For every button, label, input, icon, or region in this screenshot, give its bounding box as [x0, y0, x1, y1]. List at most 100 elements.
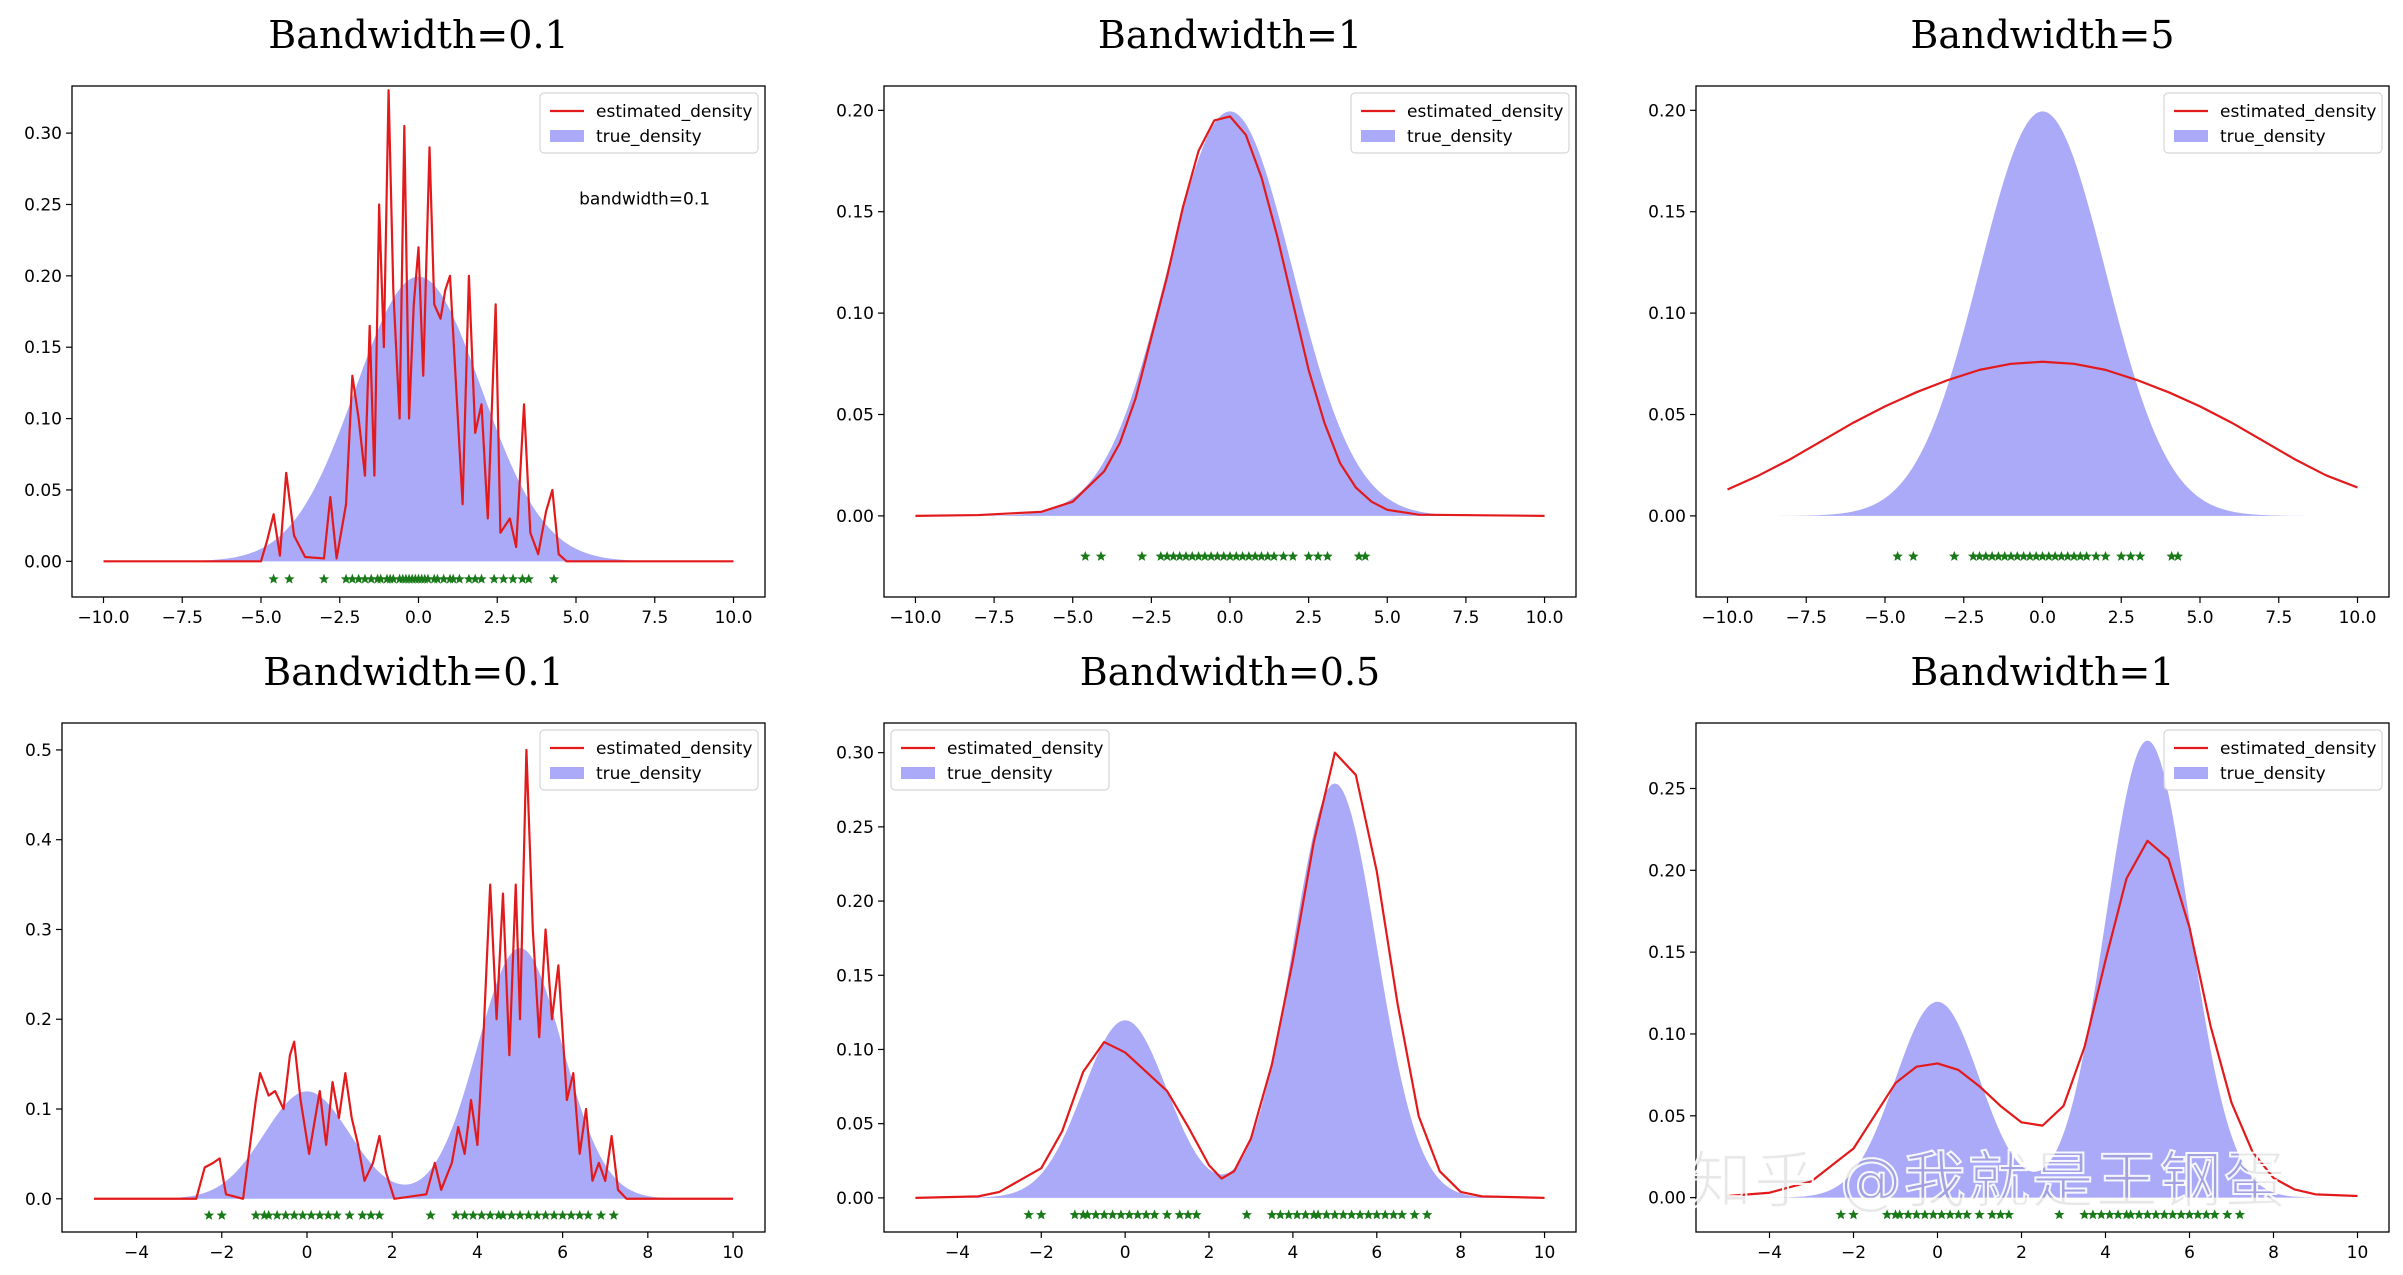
- sample-marker: [1312, 550, 1324, 561]
- sample-marker: [1835, 1209, 1847, 1220]
- y-tick-label: 0.15: [1648, 203, 1686, 223]
- sample-marker: [357, 1209, 368, 1220]
- sample-marker: [2125, 1209, 2136, 1220]
- legend: estimated_density true_density: [1350, 92, 1570, 154]
- x-tick-label: −10.0: [889, 608, 941, 628]
- y-tick-label: 0.20: [1648, 101, 1686, 121]
- sample-marker: [2049, 550, 2061, 561]
- sample-marker: [1396, 1209, 1408, 1220]
- sample-marker: [1266, 1209, 1278, 1220]
- sample-marker: [2090, 550, 2102, 561]
- sample-marker: [1986, 1209, 1998, 1220]
- x-tick-label: 10.0: [1526, 608, 1564, 628]
- sample-marker: [2030, 550, 2042, 561]
- x-tick-label: 8: [642, 1243, 653, 1263]
- sample-marker: [1949, 550, 1960, 561]
- x-tick-label: 10: [1534, 1243, 1556, 1263]
- sample-marker: [1205, 550, 1217, 561]
- sample-marker: [459, 1209, 470, 1220]
- true-density-area: [915, 783, 1545, 1198]
- sample-marker: [1212, 550, 1223, 561]
- y-tick-label: 0.15: [836, 203, 874, 223]
- sample-marker: [1894, 1209, 1905, 1220]
- x-tick-label: 2: [2016, 1243, 2027, 1263]
- sample-marker: [2096, 1209, 2107, 1220]
- sample-marker: [259, 1209, 270, 1220]
- x-tick-label: −2: [1029, 1243, 1054, 1263]
- sample-marker: [1354, 1209, 1366, 1220]
- sample-marker: [1300, 1209, 1311, 1220]
- legend-fill-swatch: [2174, 767, 2208, 779]
- sample-marker: [2222, 1209, 2233, 1220]
- sample-marker: [2142, 1209, 2153, 1220]
- x-tick-label: 6: [2184, 1243, 2195, 1263]
- sample-marker: [323, 1209, 334, 1220]
- x-tick-label: 7.5: [641, 608, 668, 628]
- sample-marker: [1218, 550, 1229, 561]
- sample-marker: [250, 1209, 262, 1220]
- sample-marker: [2209, 1209, 2220, 1220]
- sample-marker: [450, 1209, 462, 1220]
- estimated-density-line: [1727, 360, 2358, 491]
- estimated-density-line: [93, 748, 734, 1200]
- y-tick-label: 0.00: [836, 507, 874, 527]
- sample-marker: [1902, 1209, 1914, 1220]
- x-tick-label: 7.5: [2265, 608, 2292, 628]
- sample-marker: [1995, 1209, 2006, 1220]
- sample-marker: [268, 573, 279, 584]
- x-tick-label: −5.0: [1052, 608, 1093, 628]
- sample-marker: [497, 1209, 509, 1220]
- x-tick-label: 2.5: [2108, 608, 2135, 628]
- estimated-density-line: [915, 751, 1545, 1199]
- y-tick-label: 0.05: [1648, 406, 1686, 426]
- sample-marker: [523, 1209, 534, 1220]
- legend-label-true: true_density: [1407, 127, 1513, 147]
- sample-marker: [2054, 1209, 2065, 1220]
- sample-marker: [2167, 1209, 2178, 1220]
- sample-marker: [438, 573, 449, 584]
- sample-marker: [506, 1209, 517, 1220]
- sample-marker: [388, 573, 399, 584]
- sample-marker: [469, 573, 481, 584]
- legend: estimated_density true_density: [2163, 729, 2383, 791]
- x-tick-label: −2.5: [319, 608, 360, 628]
- y-tick-label: 0.1: [25, 1100, 52, 1120]
- sample-marker: [1409, 1209, 1420, 1220]
- chart-panel-4: Bandwidth=0.1 −4 −2 0 2 4 6 8 10 0.0 0.1 0.2 0.3 0.4 0…: [25, 650, 766, 1263]
- sample-marker: [2062, 550, 2073, 561]
- x-tick-label: 10.0: [2339, 608, 2377, 628]
- sample-marker: [2166, 550, 2177, 561]
- x-tick-label: −2.5: [1943, 608, 1984, 628]
- sample-marker: [1908, 550, 1919, 561]
- sample-marker: [1993, 550, 2004, 561]
- y-tick-label: 0.10: [24, 410, 62, 430]
- chart-panel-3: Bandwidth=5 −10.0 −7.5 −5.0 −2.5 0.0 2.5 5.0 7.5…: [1648, 13, 2390, 628]
- y-tick-label: 0.05: [24, 481, 62, 501]
- sample-marker: [1421, 1209, 1433, 1220]
- y-tick-label: 0.00: [1648, 507, 1686, 527]
- sample-marker: [1980, 550, 1992, 561]
- sample-marker: [1161, 550, 1173, 561]
- legend-fill-swatch: [1361, 130, 1395, 142]
- sample-marker: [467, 1209, 479, 1220]
- sample-marker: [476, 573, 487, 584]
- legend-label-estimated: estimated_density: [2220, 739, 2376, 759]
- sample-marker: [340, 573, 352, 584]
- y-tick-label: 0.0: [25, 1190, 52, 1210]
- y-tick-label: 0.25: [24, 195, 62, 215]
- sample-marker: [347, 573, 358, 584]
- sample-marker: [1346, 1209, 1357, 1220]
- sample-marker: [2125, 550, 2136, 561]
- x-tick-label: 10.0: [715, 608, 753, 628]
- y-tick-label: 0.15: [24, 338, 62, 358]
- x-tick-label: −5.0: [240, 608, 281, 628]
- sample-marker: [1132, 1209, 1143, 1220]
- sample-marker: [1193, 550, 1204, 561]
- x-tick-label: −10.0: [1701, 608, 1753, 628]
- sample-marker: [2018, 550, 2029, 561]
- y-tick-label: 0.25: [836, 818, 874, 838]
- sample-marker: [1388, 1209, 1399, 1220]
- sample-marker: [1082, 1209, 1093, 1220]
- legend-label-estimated: estimated_density: [2220, 102, 2376, 122]
- sample-marker: [1974, 1209, 1985, 1220]
